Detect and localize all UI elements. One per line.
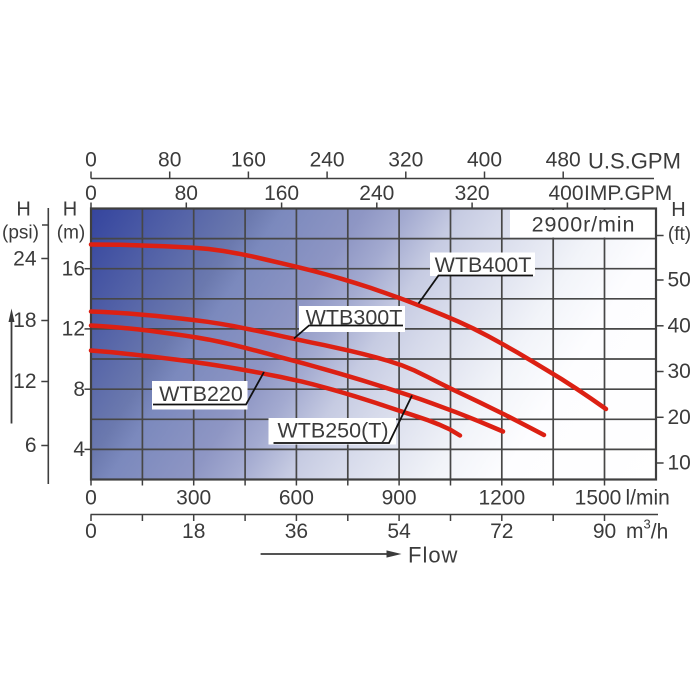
svg-text:6: 6 (25, 434, 37, 457)
svg-text:36: 36 (285, 520, 308, 543)
svg-text:1200: 1200 (478, 487, 525, 510)
svg-text:600: 600 (279, 487, 314, 510)
svg-text:Flow: Flow (408, 543, 458, 568)
svg-text:WTB250(T): WTB250(T) (277, 419, 388, 443)
svg-text:90: 90 (593, 520, 616, 543)
svg-text:10: 10 (668, 452, 691, 475)
svg-text:480: 480 (546, 149, 581, 172)
svg-text:l/min: l/min (626, 487, 670, 510)
svg-text:12: 12 (62, 318, 85, 341)
svg-text:1500: 1500 (575, 487, 622, 510)
svg-text:(psi): (psi) (2, 223, 39, 244)
svg-text:(ft): (ft) (668, 224, 691, 245)
svg-text:320: 320 (455, 182, 490, 205)
svg-text:0: 0 (85, 149, 97, 172)
svg-text:240: 240 (359, 182, 394, 205)
svg-text:30: 30 (668, 360, 691, 383)
svg-text:18: 18 (13, 309, 36, 332)
svg-text:24: 24 (13, 248, 37, 271)
svg-text:2900r/min: 2900r/min (532, 213, 636, 237)
svg-text:H: H (16, 199, 30, 221)
svg-text:900: 900 (382, 487, 417, 510)
svg-text:12: 12 (13, 370, 36, 393)
svg-text:72: 72 (490, 520, 513, 543)
svg-text:(m): (m) (57, 223, 85, 244)
svg-text:0: 0 (85, 182, 97, 205)
svg-text:4: 4 (73, 438, 85, 461)
svg-text:320: 320 (388, 149, 423, 172)
svg-text:WTB300T: WTB300T (306, 306, 403, 330)
svg-text:IMP.GPM: IMP.GPM (584, 182, 672, 205)
svg-text:H: H (671, 199, 685, 221)
svg-text:400: 400 (467, 149, 502, 172)
svg-text:160: 160 (231, 149, 266, 172)
svg-text:m3/h: m3/h (626, 516, 668, 543)
svg-text:H: H (63, 199, 77, 221)
svg-text:54: 54 (387, 520, 411, 543)
svg-text:50: 50 (668, 269, 691, 292)
svg-text:U.S.GPM: U.S.GPM (588, 149, 681, 174)
svg-text:0: 0 (85, 487, 97, 510)
svg-text:240: 240 (310, 149, 345, 172)
svg-text:0: 0 (85, 520, 97, 543)
svg-text:16: 16 (62, 258, 85, 281)
svg-text:160: 160 (264, 182, 299, 205)
svg-text:400: 400 (548, 182, 583, 205)
svg-text:18: 18 (182, 520, 205, 543)
svg-text:40: 40 (668, 314, 691, 337)
svg-text:20: 20 (668, 406, 691, 429)
svg-text:80: 80 (175, 182, 198, 205)
svg-text:WTB400T: WTB400T (435, 253, 532, 277)
svg-text:80: 80 (158, 149, 181, 172)
svg-text:WTB220: WTB220 (159, 382, 243, 406)
svg-text:8: 8 (73, 378, 85, 401)
svg-text:300: 300 (176, 487, 211, 510)
